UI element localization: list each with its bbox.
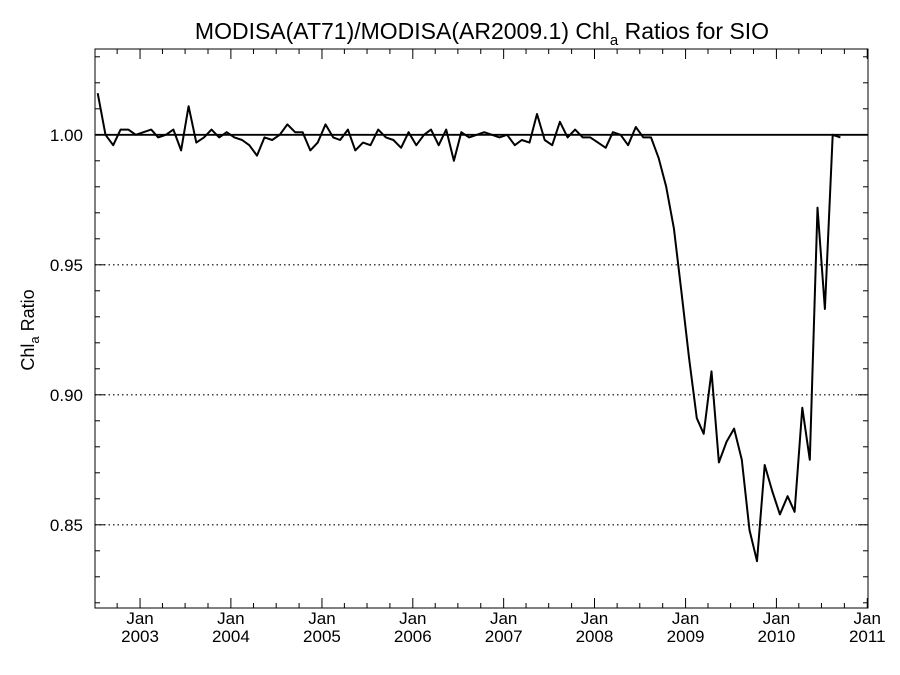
x-tick-year: 2006 [394, 627, 432, 646]
y-tick-label: 0.90 [50, 386, 83, 405]
x-tick-year: 2009 [667, 627, 705, 646]
x-tick-month: Jan [126, 609, 153, 628]
x-tick-year: 2004 [212, 627, 250, 646]
axis-ticks [95, 49, 868, 608]
x-tick-year: 2010 [758, 627, 796, 646]
x-tick-month: Jan [217, 609, 244, 628]
x-tick-month: Jan [672, 609, 699, 628]
x-tick-month: Jan [763, 609, 790, 628]
reference-lines [95, 133, 868, 526]
x-tick-year: 2005 [303, 627, 341, 646]
series-group [96, 93, 841, 563]
tick-labels: 0.850.900.951.00Jan2003Jan2004Jan2005Jan… [50, 126, 886, 646]
series-line [96, 93, 841, 563]
x-tick-year: 2003 [121, 627, 159, 646]
x-tick-month: Jan [399, 609, 426, 628]
x-tick-year: 2011 [849, 627, 886, 646]
y-axis-label: Chla Ratio [18, 289, 42, 370]
y-tick-label: 0.95 [50, 256, 83, 275]
x-tick-month: Jan [854, 609, 881, 628]
y-tick-label: 0.85 [50, 516, 83, 535]
x-tick-month: Jan [581, 609, 608, 628]
y-tick-label: 1.00 [50, 126, 83, 145]
x-tick-month: Jan [490, 609, 517, 628]
plot-frame [94, 48, 869, 609]
x-tick-month: Jan [308, 609, 335, 628]
x-tick-year: 2007 [485, 627, 523, 646]
chart-title: MODISA(AT71)/MODISA(AR2009.1) Chla Ratio… [195, 18, 769, 49]
x-tick-year: 2008 [576, 627, 614, 646]
